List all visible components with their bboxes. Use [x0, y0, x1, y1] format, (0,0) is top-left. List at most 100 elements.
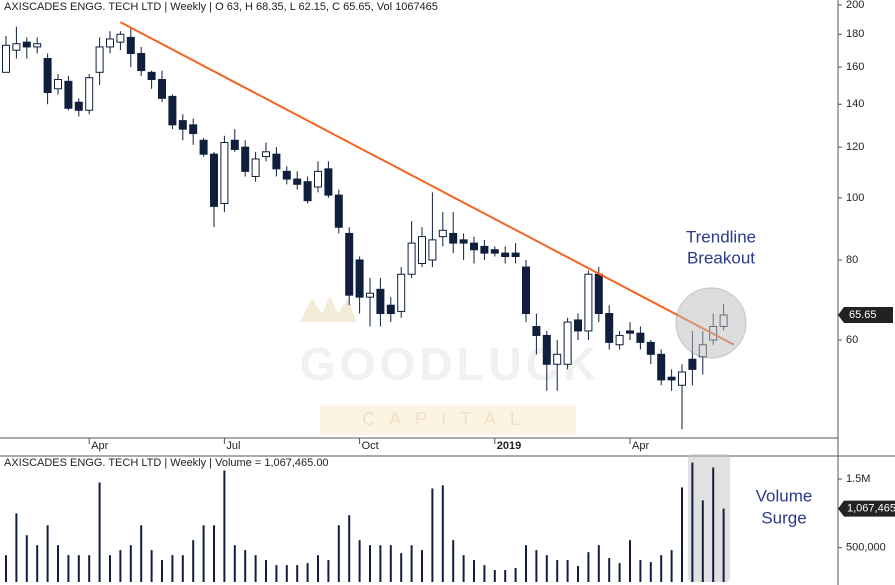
candle-body: [501, 252, 510, 258]
candle-body: [293, 178, 302, 185]
candle-body: [657, 353, 666, 381]
candle-body: [355, 259, 364, 298]
candle-body: [428, 239, 437, 261]
candle-body: [438, 229, 447, 238]
candle-body: [605, 313, 614, 343]
candle-body: [646, 341, 655, 355]
x-tick-label: Apr: [91, 440, 108, 452]
candle-body: [43, 58, 52, 94]
candle-body: [116, 33, 125, 43]
candle-body: [241, 146, 250, 172]
annotation: Trendline: [686, 227, 756, 246]
volume-label: 1,067,465: [847, 503, 895, 515]
candle-body: [74, 101, 83, 111]
candle-body: [470, 242, 478, 251]
y-tick-label: 500,000: [846, 542, 886, 554]
candle-body: [615, 334, 624, 346]
candle-body: [449, 232, 458, 244]
breakout-highlight: [675, 287, 747, 359]
y-tick-label: 80: [846, 254, 858, 266]
candle-body: [262, 151, 270, 158]
candle-body: [397, 273, 406, 312]
annotation: Surge: [761, 508, 806, 527]
candle-body: [345, 232, 354, 296]
candle-body: [85, 77, 94, 111]
y-tick-label: 1.5M: [846, 473, 870, 485]
candle-body: [522, 266, 530, 315]
candle-body: [407, 242, 416, 275]
volume-title: AXISCADES ENGG. TECH LTD | Weekly | Volu…: [4, 457, 329, 469]
candle-body: [678, 371, 686, 386]
candle-body: [158, 79, 166, 99]
candle-body: [2, 44, 10, 73]
volume-highlight: [688, 454, 730, 582]
x-tick-label: 2019: [497, 440, 521, 452]
candle-body: [64, 80, 73, 109]
candle-body: [532, 325, 541, 336]
candle-body: [230, 139, 239, 150]
candle-body: [178, 120, 187, 130]
candle-body: [386, 304, 395, 315]
candle-body: [54, 79, 62, 90]
y-tick-label: 160: [846, 61, 864, 73]
annotation: Volume: [756, 486, 813, 505]
y-tick-label: 120: [846, 141, 864, 153]
trendline: [119, 21, 735, 346]
candle-body: [220, 142, 229, 205]
volume-marker: [838, 500, 895, 517]
candle-body: [584, 273, 593, 332]
y-tick-label: 200: [846, 0, 864, 11]
candle-body: [553, 353, 562, 365]
candle-body: [667, 376, 676, 381]
candle-body: [251, 158, 260, 177]
candle-body: [542, 334, 551, 365]
candle-body: [189, 124, 198, 135]
candle-body: [480, 245, 489, 254]
candle-body: [459, 239, 468, 244]
candle-body: [147, 71, 156, 81]
candle-body: [688, 358, 697, 370]
candle-body: [272, 153, 281, 170]
candle-body: [22, 41, 31, 48]
candle-body: [594, 273, 603, 315]
candle-body: [168, 95, 177, 126]
candle-body: [626, 330, 634, 334]
candle-body: [574, 319, 582, 332]
candle-body: [126, 36, 135, 54]
y-tick-label: 180: [846, 28, 864, 40]
candle-body: [324, 168, 333, 196]
price-label: 65.65: [849, 309, 877, 321]
watermark-band: [320, 405, 576, 435]
candle-body: [199, 139, 208, 155]
watermark-crown: [300, 296, 356, 322]
candle-body: [511, 252, 520, 258]
candle-body: [106, 38, 114, 48]
candle-body: [12, 43, 21, 51]
price-marker: [838, 307, 893, 324]
x-tick-label: Oct: [362, 440, 379, 452]
candle-body: [282, 170, 291, 180]
y-tick-label: 100: [846, 192, 864, 204]
watermark-text: CAPITAL: [362, 409, 534, 429]
candle-body: [303, 181, 312, 202]
x-tick-label: Jul: [226, 440, 240, 452]
candle-body: [563, 321, 572, 365]
candle-body: [418, 236, 426, 264]
candle-body: [366, 292, 374, 298]
candle-body: [636, 332, 645, 343]
chart-title: AXISCADES ENGG. TECH LTD | Weekly | O 63…: [4, 1, 438, 13]
candle-body: [210, 153, 218, 207]
annotation: Breakout: [687, 248, 755, 267]
y-tick-label: 60: [846, 334, 858, 346]
candle-body: [376, 288, 385, 315]
candle-body: [314, 170, 322, 188]
candle-body: [490, 249, 499, 254]
x-tick-label: Apr: [632, 440, 649, 452]
candle-body: [33, 43, 42, 48]
candle-body: [95, 46, 104, 73]
candle-body: [334, 194, 343, 228]
y-tick-label: 140: [846, 98, 864, 110]
candle-body: [137, 52, 146, 72]
